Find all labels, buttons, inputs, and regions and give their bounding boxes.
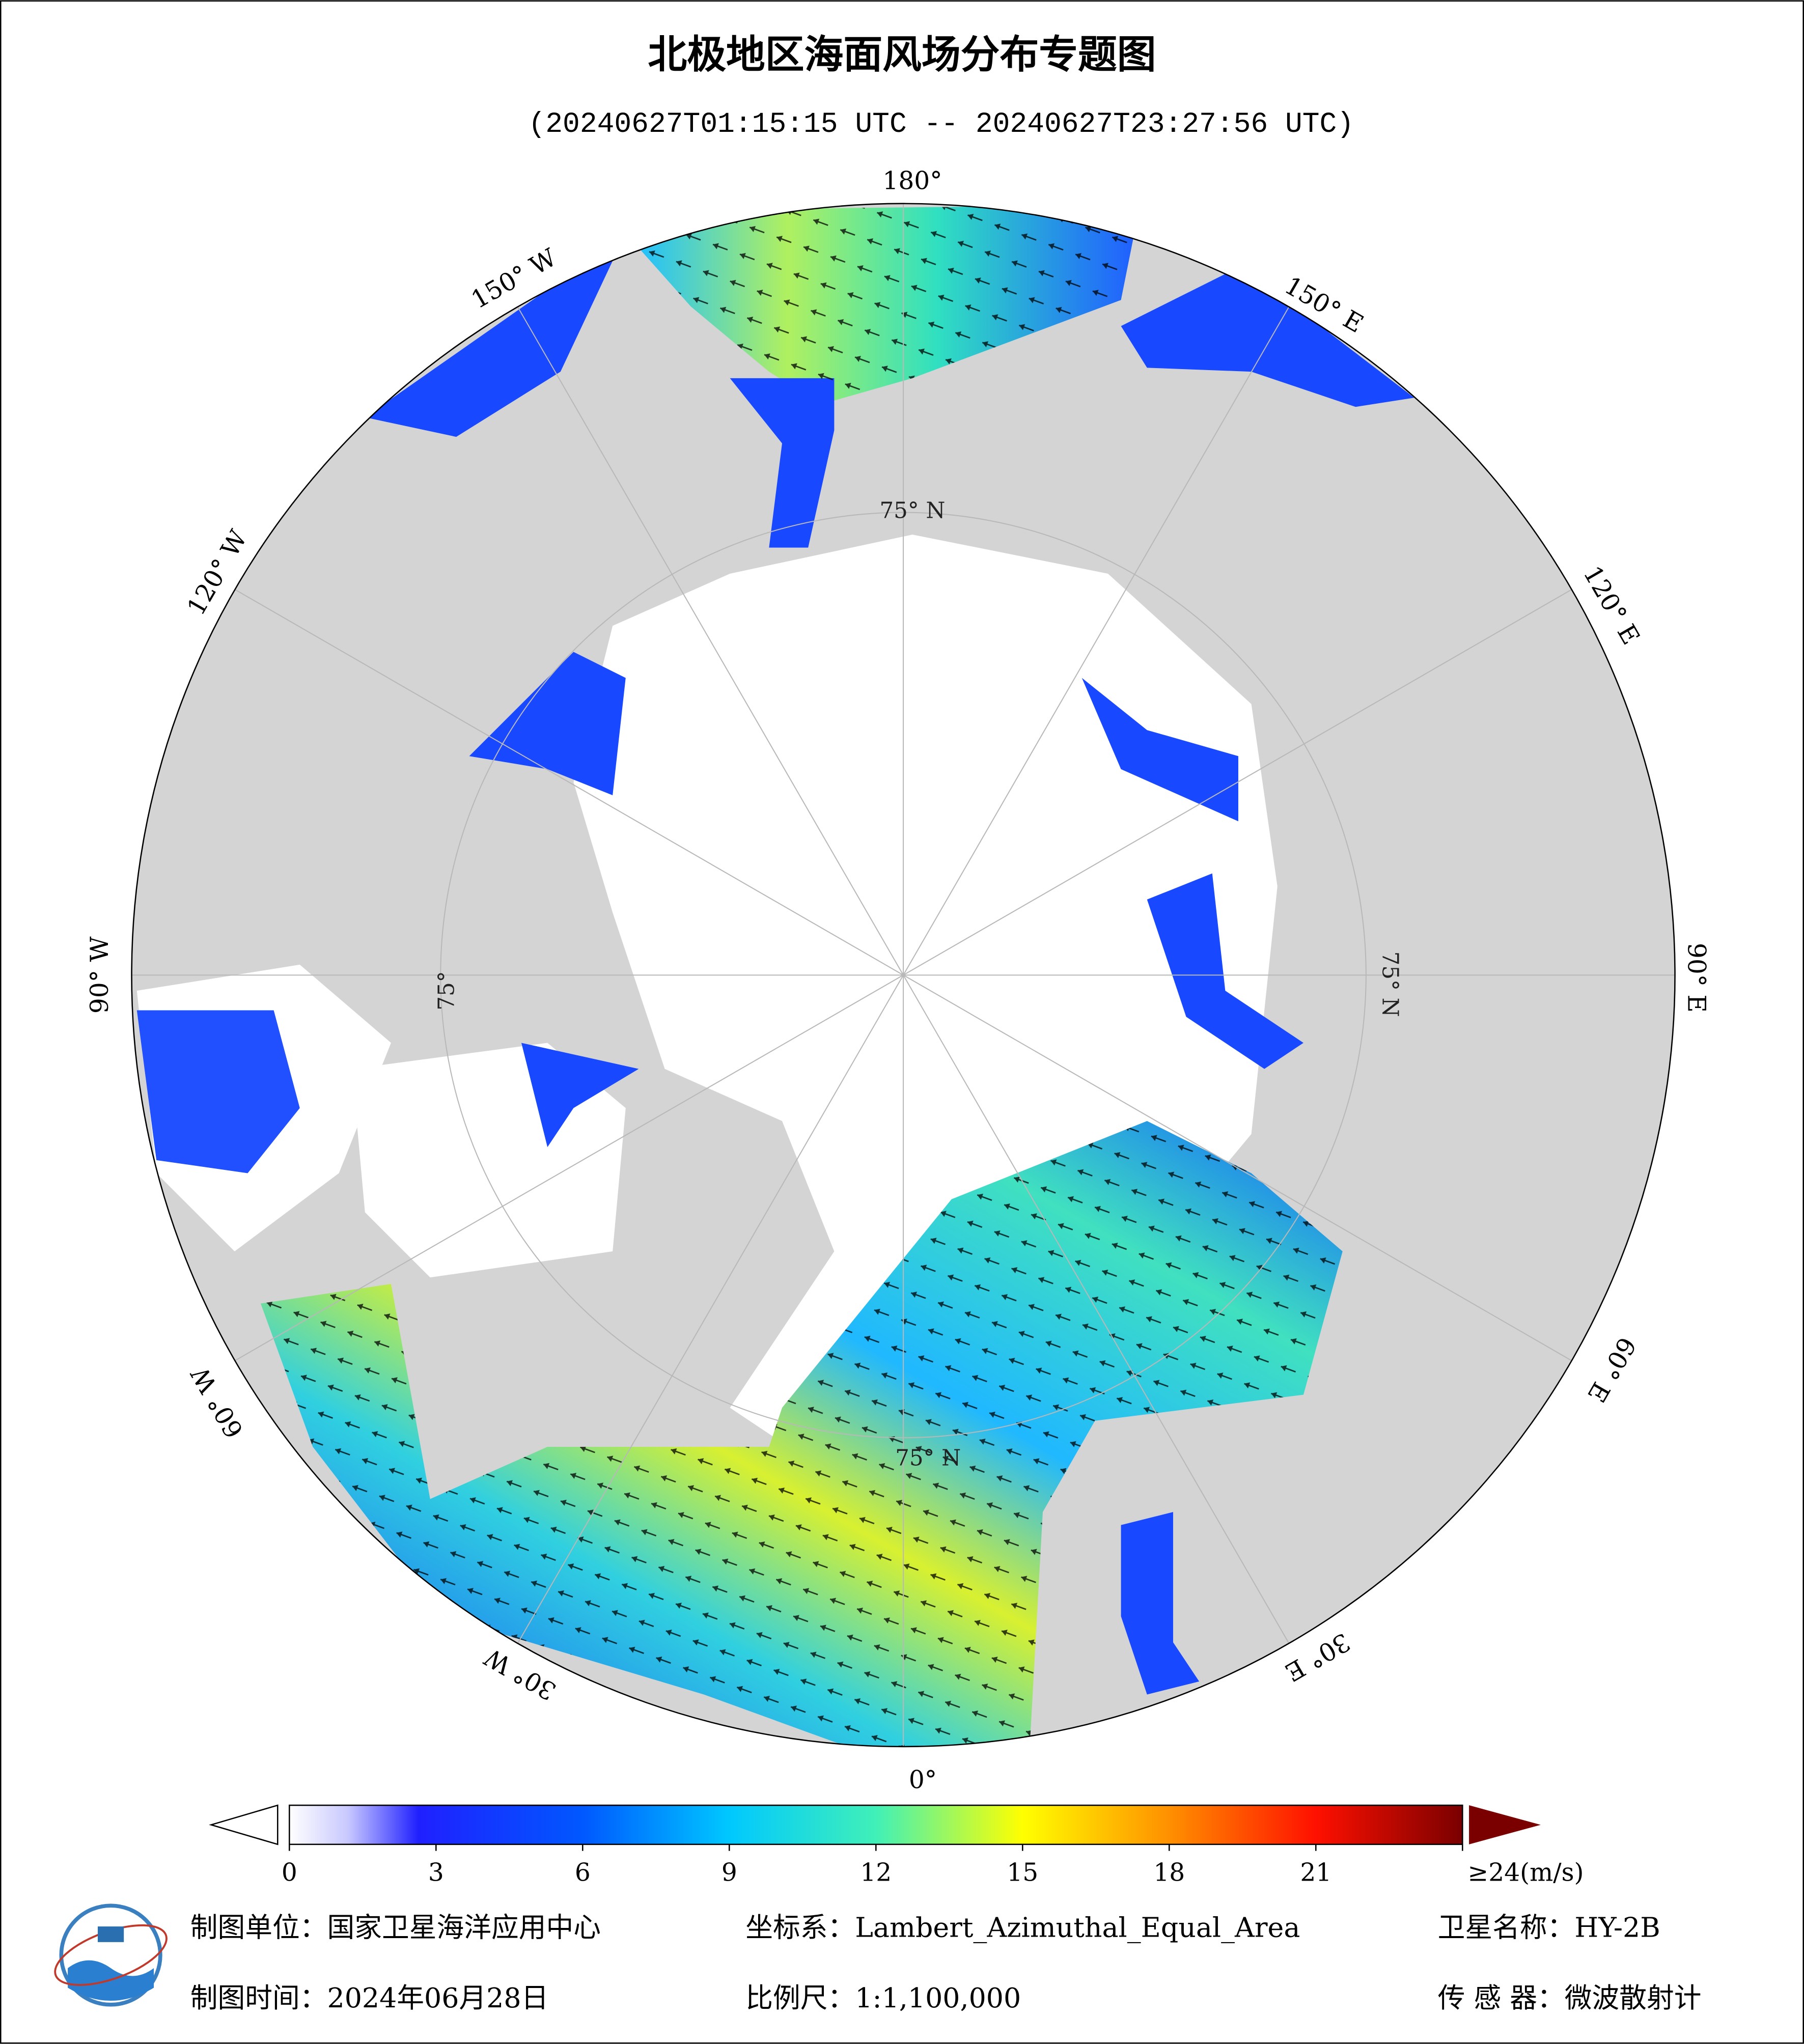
map-border [131, 203, 1676, 1748]
colorbar-over [1469, 1805, 1541, 1844]
colorbar-tick-label: 15 [1007, 1859, 1038, 1887]
colorbar-tick-label: 3 [428, 1859, 444, 1887]
colorbar-under [209, 1804, 279, 1845]
colorbar: 0 3 6 9 12 15 18 21 ≥24(m/s) [209, 1804, 1584, 1887]
latitude-label: 75° N [895, 1446, 961, 1471]
colorbar-tick-label: 0 [282, 1859, 297, 1887]
title: 北极地区海面风场分布专题图 [648, 33, 1156, 78]
footer-item: 传 感 器：微波散射计 [1438, 1982, 1702, 2014]
map [131, 203, 1675, 1747]
footer-item: 制图单位：国家卫星海洋应用中心 [190, 1912, 601, 1944]
graticule [131, 203, 1675, 1747]
colorbar-tick-label: 18 [1153, 1859, 1185, 1887]
wind-field [136, 206, 1414, 1747]
latitude-label: 75° N [879, 498, 945, 524]
colorbar-tick-label: 21 [1300, 1859, 1331, 1887]
colorbar-tick-label: 6 [575, 1859, 591, 1887]
latitude-labels: 75° N 75° N 75° N 75° [434, 498, 1403, 1471]
longitude-label: 90° W [86, 937, 114, 1014]
subtitle: (20240627T01:15:15 UTC -- 20240627T23:27… [528, 108, 1354, 141]
footer: 制图单位：国家卫星海洋应用中心 坐标系：Lambert_Azimuthal_Equ… [190, 1912, 1702, 2014]
colorbar-tick-label: 9 [721, 1859, 737, 1887]
footer-item: 坐标系：Lambert_Azimuthal_Equal_Area [745, 1912, 1300, 1944]
colorbar-tick-label: ≥24(m/s) [1468, 1859, 1584, 1887]
latitude-label: 75° N [1377, 951, 1402, 1017]
footer-item: 卫星名称：HY-2B [1438, 1912, 1660, 1944]
longitude-label: 180° [882, 166, 942, 195]
longitude-label: 90° E [1682, 943, 1710, 1013]
latitude-label: 75° [434, 971, 460, 1011]
longitude-label: 0° [909, 1766, 937, 1794]
colorbar-gradient [289, 1804, 1463, 1845]
logo [54, 1903, 168, 2007]
footer-item: 比例尺：1:1,100,000 [745, 1982, 1021, 2014]
footer-item: 制图时间：2024年06月28日 [190, 1982, 549, 2014]
colorbar-tick-label: 12 [860, 1859, 892, 1887]
